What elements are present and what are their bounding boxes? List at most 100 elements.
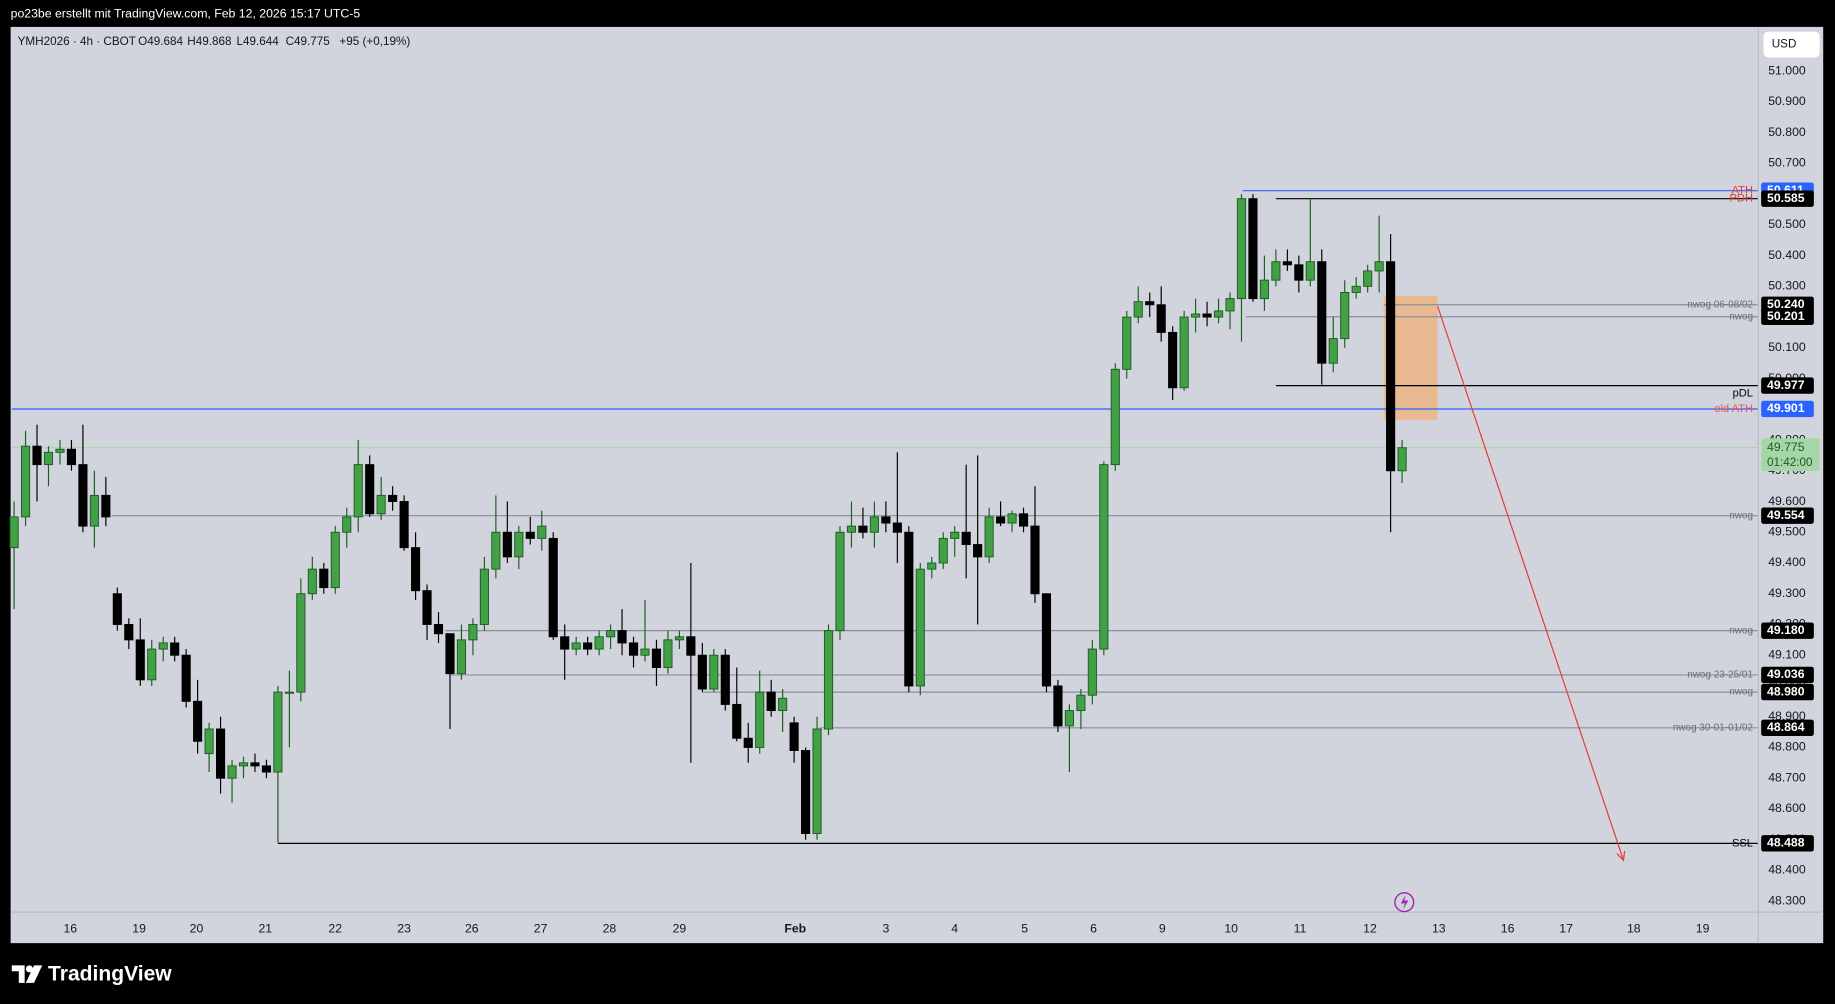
y-tick-label: 50.800 — [1768, 125, 1806, 139]
price-box — [1761, 622, 1814, 639]
candle-body — [640, 648, 650, 656]
candle-body — [319, 568, 329, 589]
candle-body — [606, 630, 616, 638]
x-tick-label: 27 — [534, 921, 548, 935]
y-tick-label: 50.700 — [1768, 156, 1806, 170]
candle-body — [445, 633, 455, 675]
candle-body — [1271, 261, 1281, 281]
y-tick-label: 48.800 — [1768, 740, 1806, 754]
candle-body — [1294, 264, 1304, 281]
candle-body — [1305, 261, 1315, 281]
currency: USD — [1772, 38, 1797, 51]
candle-body — [938, 537, 948, 564]
price-box — [1761, 666, 1814, 684]
candle-body — [307, 568, 317, 595]
y-tick-label: 48.300 — [1768, 893, 1806, 907]
candle-body — [1202, 313, 1212, 318]
x-tick-label: 28 — [603, 921, 617, 935]
logo-dot — [25, 965, 33, 973]
candle-body — [238, 762, 249, 767]
x-tick-label: 13 — [1432, 921, 1446, 935]
candle-body — [892, 522, 902, 533]
y-tick-label: 48.700 — [1768, 770, 1806, 784]
candle-body — [399, 501, 409, 549]
candle-body — [112, 593, 122, 625]
candle-body — [193, 700, 203, 742]
x-tick-label: 16 — [1501, 921, 1515, 935]
brand: TradingView — [48, 962, 172, 985]
candle-body — [801, 750, 811, 834]
candle-body — [1225, 298, 1235, 312]
x-tick-label: 6 — [1090, 921, 1097, 935]
candle-body — [778, 697, 788, 712]
x-tick-label: 19 — [132, 921, 146, 935]
event-icon[interactable] — [1394, 892, 1415, 913]
candle-body — [1099, 464, 1109, 650]
candle-body — [1363, 270, 1373, 287]
currency-button[interactable] — [1763, 31, 1820, 58]
y-tick-label: 49.600 — [1768, 494, 1806, 508]
candle-body — [1248, 198, 1258, 300]
candle-body — [996, 516, 1006, 524]
candle-body — [1122, 316, 1132, 370]
candle-body — [1018, 513, 1029, 527]
price-box-label: 50.240 — [1767, 297, 1805, 311]
candle-body — [858, 525, 868, 533]
x-tick-label: 11 — [1294, 921, 1307, 935]
candle-body — [365, 464, 375, 515]
candle-body — [227, 765, 237, 779]
candle-body — [950, 531, 960, 539]
candle-body — [1374, 261, 1384, 272]
candle-body — [411, 547, 421, 592]
candle-body — [674, 636, 684, 641]
candle-body — [766, 691, 776, 712]
brand-logo: TradingView — [11, 962, 172, 985]
candle-body — [468, 624, 478, 641]
candle-body — [514, 531, 524, 558]
price-box-label: 49.554 — [1767, 508, 1805, 522]
candle-body — [583, 642, 593, 650]
x-tick-label: Feb — [784, 921, 806, 935]
candle-body — [43, 451, 54, 466]
candle-body — [594, 636, 604, 650]
credit: po23be erstellt mit TradingView.com, Feb… — [11, 6, 361, 20]
candle-body — [479, 568, 489, 625]
candle-body — [204, 728, 214, 755]
level-name: pDL — [1733, 388, 1753, 400]
candle-body — [181, 654, 191, 702]
candle-body — [502, 531, 512, 558]
candle-body — [973, 544, 983, 558]
level-name: nwog — [1729, 510, 1753, 521]
candle-body — [89, 494, 99, 527]
candle-body — [158, 642, 168, 650]
price-box-label: 48.864 — [1767, 720, 1805, 734]
change: +95 (+0,19%) — [339, 35, 410, 48]
last-price-label: 49.775 — [1767, 440, 1805, 454]
candle-body — [1053, 685, 1063, 727]
last-price-box — [1761, 438, 1820, 472]
candle-body — [628, 642, 639, 656]
candle-body — [124, 624, 134, 641]
candle-body — [491, 531, 501, 570]
ohlc-high: H49.868 — [187, 35, 231, 48]
candle-body — [1087, 648, 1097, 696]
candle-body — [1191, 313, 1201, 318]
price-box-label: 50.585 — [1767, 191, 1805, 205]
candle-body — [388, 494, 398, 502]
candle-body — [170, 642, 180, 656]
price-box — [1761, 507, 1814, 524]
price-box — [1761, 190, 1814, 207]
y-tick-label: 49.400 — [1768, 555, 1806, 569]
candle-body — [697, 654, 707, 690]
y-tick-label: 50.900 — [1768, 94, 1806, 108]
candle-body — [422, 590, 432, 625]
level-name: old ATH — [1714, 403, 1753, 415]
candle-body — [709, 654, 719, 690]
x-tick-label: 29 — [673, 921, 687, 935]
y-tick-label: 50.300 — [1768, 279, 1806, 293]
x-tick-label: 3 — [882, 921, 889, 935]
candle-body — [743, 737, 753, 748]
candle-body — [1328, 338, 1338, 364]
candle-body — [1317, 261, 1327, 364]
price-box — [1761, 683, 1814, 701]
